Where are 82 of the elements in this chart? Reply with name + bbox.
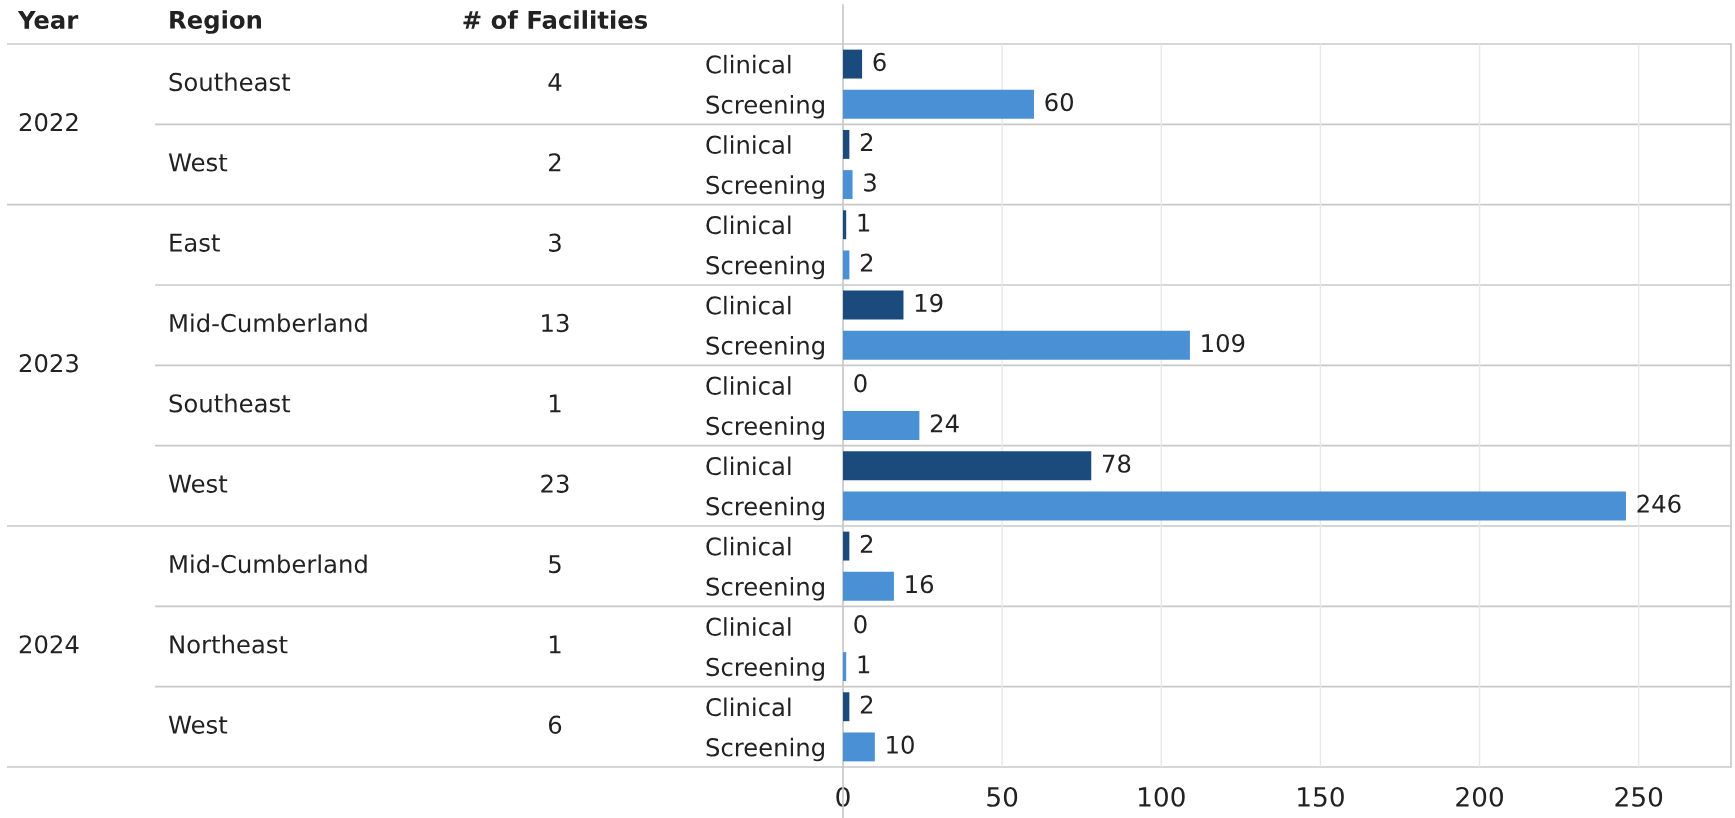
y-tick-label: Clinical — [706, 376, 791, 395]
data-label: 24 — [930, 414, 959, 433]
y-tick-label: Screening — [706, 737, 824, 762]
bar — [843, 491, 1626, 521]
text: 2022 — [19, 113, 78, 132]
text: 3 — [549, 233, 561, 252]
bar — [843, 290, 904, 320]
y-tick-label: Clinical — [706, 295, 791, 315]
x-tick-label: 200 — [1456, 786, 1503, 807]
data-label: 109 — [1202, 333, 1245, 353]
bar — [843, 652, 847, 682]
text: 4 — [548, 73, 562, 91]
text: Southeast — [169, 72, 291, 92]
y-tick-label: Screening — [706, 657, 824, 681]
text: 13 — [542, 313, 569, 333]
text: 1 — [549, 394, 561, 413]
text: West — [168, 715, 228, 734]
category-label: Year — [17, 10, 79, 30]
x-tick-label: 0 — [836, 786, 850, 807]
y-tick-label: Clinical — [706, 697, 791, 717]
bar — [843, 49, 863, 79]
data-label: 2 — [860, 534, 873, 553]
text: Northeast — [170, 634, 288, 654]
text: Mid-Cumberland — [170, 554, 367, 574]
data-label: 3 — [864, 173, 876, 192]
data-label: 1 — [858, 655, 870, 674]
bar — [843, 531, 850, 561]
category-label: # of Facilities — [463, 10, 648, 30]
text: West — [168, 153, 228, 172]
data-label: 246 — [1637, 494, 1681, 513]
text: 2 — [549, 153, 561, 172]
y-tick-label: Clinical — [706, 54, 791, 74]
y-tick-label: Screening — [706, 175, 824, 199]
data-label: 19 — [915, 293, 943, 313]
data-label: 2 — [860, 695, 873, 714]
bar — [843, 451, 1092, 481]
bar — [843, 732, 875, 762]
bar — [843, 89, 1034, 119]
y-tick-label: Screening — [706, 336, 824, 360]
data-label: 1 — [858, 213, 870, 232]
x-tick-label: 250 — [1615, 786, 1663, 807]
x-tick-label: 100 — [1138, 786, 1185, 807]
y-tick-label: Screening — [706, 416, 824, 440]
data-label: 78 — [1102, 454, 1131, 473]
bar — [843, 411, 920, 441]
bar — [843, 210, 847, 240]
text: Southeast — [169, 393, 291, 413]
text: East — [170, 233, 220, 252]
data-label: 60 — [1045, 92, 1073, 112]
data-label: 10 — [887, 735, 914, 754]
y-tick-label: Clinical — [706, 617, 791, 636]
data-label: 2 — [860, 133, 873, 152]
text: 5 — [549, 555, 561, 574]
data-label: 0 — [854, 374, 867, 393]
y-tick-label: Screening — [706, 255, 824, 280]
y-tick-label: Clinical — [706, 215, 791, 235]
y-tick-label: Screening — [706, 577, 824, 601]
data-label: 2 — [860, 253, 873, 272]
bar — [843, 129, 850, 159]
y-tick-label: Clinical — [706, 135, 791, 154]
category-label: Region — [170, 10, 262, 34]
bar — [843, 330, 1190, 360]
data-label: 6 — [873, 52, 886, 72]
bar — [843, 571, 894, 601]
y-tick-label: Clinical — [706, 536, 791, 556]
text: Mid-Cumberland — [170, 313, 367, 333]
y-tick-label: Screening — [706, 496, 824, 521]
bar — [843, 692, 850, 722]
text: 2023 — [19, 354, 78, 373]
x-tick-label: 150 — [1298, 786, 1344, 807]
text: 2024 — [19, 635, 79, 654]
bar — [843, 170, 853, 200]
data-label: 0 — [854, 615, 867, 634]
text: 23 — [541, 474, 569, 493]
y-tick-label: Screening — [706, 95, 824, 119]
x-tick-label: 50 — [987, 786, 1018, 807]
y-tick-label: Clinical — [706, 456, 791, 476]
data-label: 16 — [906, 574, 934, 594]
text: West — [168, 474, 228, 493]
text: 1 — [549, 635, 561, 654]
bar — [843, 250, 850, 280]
text: 6 — [548, 715, 562, 734]
